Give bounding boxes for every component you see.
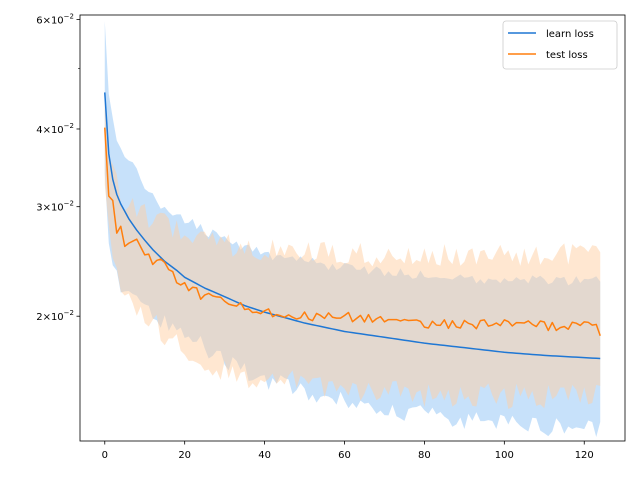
y-tick-label: 6×10−2 bbox=[36, 12, 74, 26]
confidence-bands bbox=[104, 21, 601, 437]
x-tick-label: 40 bbox=[258, 450, 271, 461]
axes-frame bbox=[79, 14, 626, 442]
series-lines bbox=[104, 92, 601, 360]
x-tick-label: 100 bbox=[495, 450, 514, 461]
y-tick-label: 2×10−2 bbox=[36, 309, 74, 323]
x-tick-label: 120 bbox=[575, 450, 594, 461]
x-tick-label: 0 bbox=[102, 450, 108, 461]
series-line-learn-loss bbox=[104, 92, 601, 360]
y-tick-label: 4×10−2 bbox=[36, 122, 74, 136]
x-tick-label: 20 bbox=[178, 450, 191, 461]
x-tick-label: 80 bbox=[418, 450, 431, 461]
x-axis-ticks: 0 20 40 60 80 100 120 bbox=[102, 441, 594, 461]
y-axis-ticks: 2×10−2 3×10−2 4×10−2 6×10−2 bbox=[36, 12, 80, 323]
series-line-test-loss bbox=[104, 127, 601, 337]
y-tick-label: 3×10−2 bbox=[36, 200, 74, 214]
legend: learn loss test loss bbox=[502, 20, 618, 70]
legend-label-learn-loss: learn loss bbox=[546, 29, 594, 40]
legend-label-test-loss: test loss bbox=[546, 50, 588, 61]
x-tick-label: 60 bbox=[338, 450, 351, 461]
confidence-band-test-loss bbox=[104, 102, 601, 410]
